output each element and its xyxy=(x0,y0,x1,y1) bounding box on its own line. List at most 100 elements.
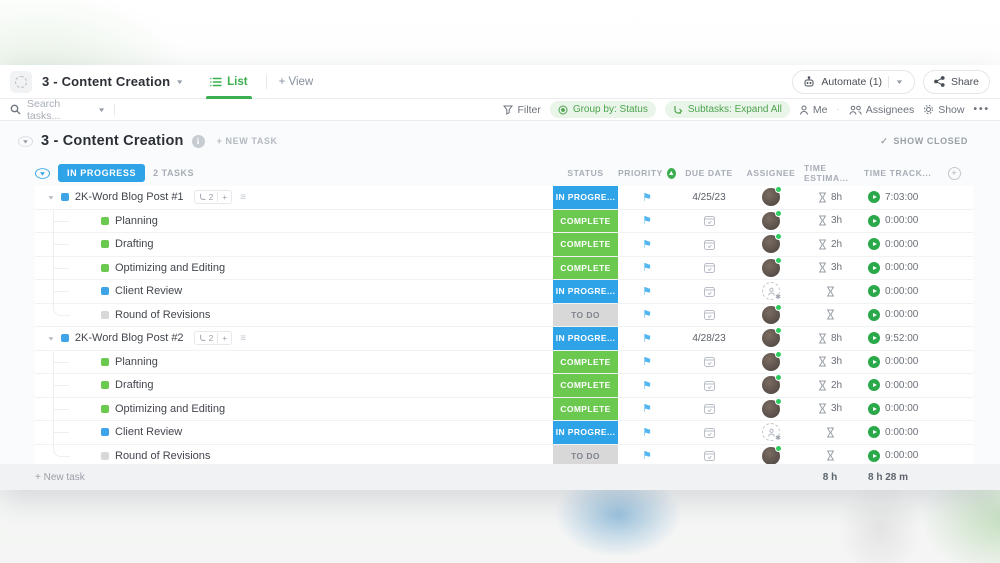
group-status-badge[interactable]: IN PROGRESS xyxy=(58,164,146,182)
task-name[interactable]: 2K-Word Blog Post #2 xyxy=(74,332,184,345)
time-estimate-cell[interactable] xyxy=(800,280,860,303)
due-date-cell[interactable] xyxy=(676,421,742,444)
due-date-cell[interactable] xyxy=(676,257,742,280)
assignee-placeholder-icon[interactable]: ✱ xyxy=(762,423,782,444)
share-button[interactable]: Share xyxy=(922,69,990,94)
assignee-avatar[interactable] xyxy=(762,444,782,465)
assignee-avatar[interactable] xyxy=(762,186,782,207)
time-estimate-cell[interactable] xyxy=(800,304,860,327)
time-estimate-cell[interactable] xyxy=(800,445,860,468)
subtask-count-pill[interactable]: 2 + xyxy=(193,190,233,205)
priority-cell[interactable]: ⚑ xyxy=(618,351,676,374)
column-header-time-tracked[interactable]: TIME TRACK... xyxy=(864,168,932,178)
task-name-cell[interactable]: Optimizing and Editing xyxy=(35,256,553,280)
time-estimate-cell[interactable]: 3h xyxy=(800,257,860,280)
time-estimate-cell[interactable]: 2h xyxy=(800,374,860,397)
due-date-cell[interactable] xyxy=(676,445,742,468)
task-name[interactable]: Optimizing and Editing xyxy=(115,261,226,274)
time-estimate-cell[interactable] xyxy=(800,421,860,444)
time-tracked-cell[interactable]: 0:00:00 xyxy=(860,445,935,468)
column-header-priority[interactable]: PRIORITY ▲ xyxy=(618,167,676,179)
status-badge[interactable]: COMPLETE xyxy=(553,209,618,232)
task-name[interactable]: Planning xyxy=(115,355,158,368)
task-name[interactable]: Client Review xyxy=(115,285,183,298)
assignee-cell[interactable] xyxy=(742,186,800,209)
play-icon[interactable] xyxy=(868,191,880,204)
assignee-avatar[interactable] xyxy=(762,209,782,230)
chevron-down-icon[interactable]: ▼ xyxy=(97,106,106,113)
priority-cell[interactable]: ⚑ xyxy=(618,327,676,350)
new-task-button[interactable]: + NEW TASK xyxy=(216,136,278,146)
assignee-cell[interactable] xyxy=(742,256,800,280)
more-icon[interactable]: ••• xyxy=(973,104,990,115)
play-icon[interactable] xyxy=(868,426,880,439)
status-badge[interactable]: TO DO xyxy=(553,303,618,326)
group-by-button[interactable]: Group by: Status xyxy=(549,101,656,118)
time-tracked-cell[interactable]: 0:00:00 xyxy=(860,257,935,280)
task-name[interactable]: Drafting xyxy=(115,238,154,251)
column-header-assignee[interactable]: ASSIGNEE xyxy=(746,168,796,178)
assignee-cell[interactable]: ✱ xyxy=(742,280,800,303)
subtasks-button[interactable]: Subtasks: Expand All xyxy=(664,101,790,118)
description-icon[interactable]: ≡ xyxy=(240,191,247,203)
due-date-cell[interactable] xyxy=(676,351,742,374)
priority-cell[interactable]: ⚑ xyxy=(618,186,676,209)
assignee-cell[interactable] xyxy=(742,303,800,327)
add-subtask-button[interactable]: + xyxy=(222,333,228,344)
task-name-cell[interactable]: ▼ 2K-Word Blog Post #2 2 + ≡ xyxy=(35,327,553,350)
show-closed-button[interactable]: ✓ SHOW CLOSED xyxy=(880,136,968,147)
time-estimate-cell[interactable]: 3h xyxy=(800,351,860,374)
time-tracked-cell[interactable]: 0:00:00 xyxy=(860,233,935,256)
priority-cell[interactable]: ⚑ xyxy=(618,445,676,468)
play-icon[interactable] xyxy=(868,261,880,274)
play-icon[interactable] xyxy=(868,379,880,392)
status-badge[interactable]: IN PROGRE... xyxy=(553,186,618,209)
collapse-list-button[interactable]: ▼ xyxy=(18,135,33,147)
play-icon[interactable] xyxy=(868,214,880,227)
play-icon[interactable] xyxy=(868,402,880,415)
collapse-group-button[interactable]: ▼ xyxy=(35,167,50,179)
task-name-cell[interactable]: Planning xyxy=(35,350,553,374)
time-tracked-cell[interactable]: 0:00:00 xyxy=(860,304,935,327)
play-icon[interactable] xyxy=(868,285,880,298)
new-task-footer-button[interactable]: + New task xyxy=(35,471,85,483)
priority-cell[interactable]: ⚑ xyxy=(618,233,676,256)
time-tracked-cell[interactable]: 7:03:00 xyxy=(860,186,935,209)
priority-cell[interactable]: ⚑ xyxy=(618,421,676,444)
time-tracked-cell[interactable]: 0:00:00 xyxy=(860,280,935,303)
play-icon[interactable] xyxy=(868,449,880,462)
task-name[interactable]: Round of Revisions xyxy=(115,449,211,462)
task-expand-chevron-icon[interactable]: ▼ xyxy=(47,335,55,342)
status-badge[interactable]: COMPLETE xyxy=(553,350,618,373)
priority-cell[interactable]: ⚑ xyxy=(618,257,676,280)
workspace-loading-button[interactable] xyxy=(10,70,32,93)
time-tracked-cell[interactable]: 0:00:00 xyxy=(860,421,935,444)
assignee-avatar[interactable] xyxy=(762,397,782,418)
assignee-placeholder-icon[interactable]: ✱ xyxy=(762,282,782,303)
column-header-status[interactable]: STATUS xyxy=(567,168,604,178)
time-tracked-cell[interactable]: 0:00:00 xyxy=(860,398,935,421)
subtask-count-pill[interactable]: 2 + xyxy=(193,331,233,346)
task-name[interactable]: Planning xyxy=(115,214,158,227)
task-name[interactable]: Round of Revisions xyxy=(115,308,211,321)
add-subtask-button[interactable]: + xyxy=(222,192,228,203)
me-filter-button[interactable]: Me xyxy=(799,104,827,116)
assignee-avatar[interactable] xyxy=(762,327,782,348)
status-badge[interactable]: TO DO xyxy=(553,444,618,467)
task-name-cell[interactable]: Planning xyxy=(35,209,553,233)
status-badge[interactable]: COMPLETE xyxy=(553,397,618,420)
task-name-cell[interactable]: Client Review xyxy=(35,280,553,303)
due-date-cell[interactable] xyxy=(676,374,742,397)
priority-cell[interactable]: ⚑ xyxy=(618,398,676,421)
task-name-cell[interactable]: Client Review xyxy=(35,421,553,444)
priority-cell[interactable]: ⚑ xyxy=(618,210,676,233)
task-name-cell[interactable]: Drafting xyxy=(35,374,553,397)
assignee-cell[interactable] xyxy=(742,350,800,374)
show-button[interactable]: Show xyxy=(923,104,964,116)
play-icon[interactable] xyxy=(868,355,880,368)
chevron-down-icon[interactable]: ▼ xyxy=(895,78,904,85)
assignee-avatar[interactable] xyxy=(762,256,782,277)
column-header-time-estimate[interactable]: TIME ESTIMA... xyxy=(804,163,849,183)
due-date-cell[interactable] xyxy=(676,398,742,421)
task-name-cell[interactable]: Drafting xyxy=(35,233,553,256)
